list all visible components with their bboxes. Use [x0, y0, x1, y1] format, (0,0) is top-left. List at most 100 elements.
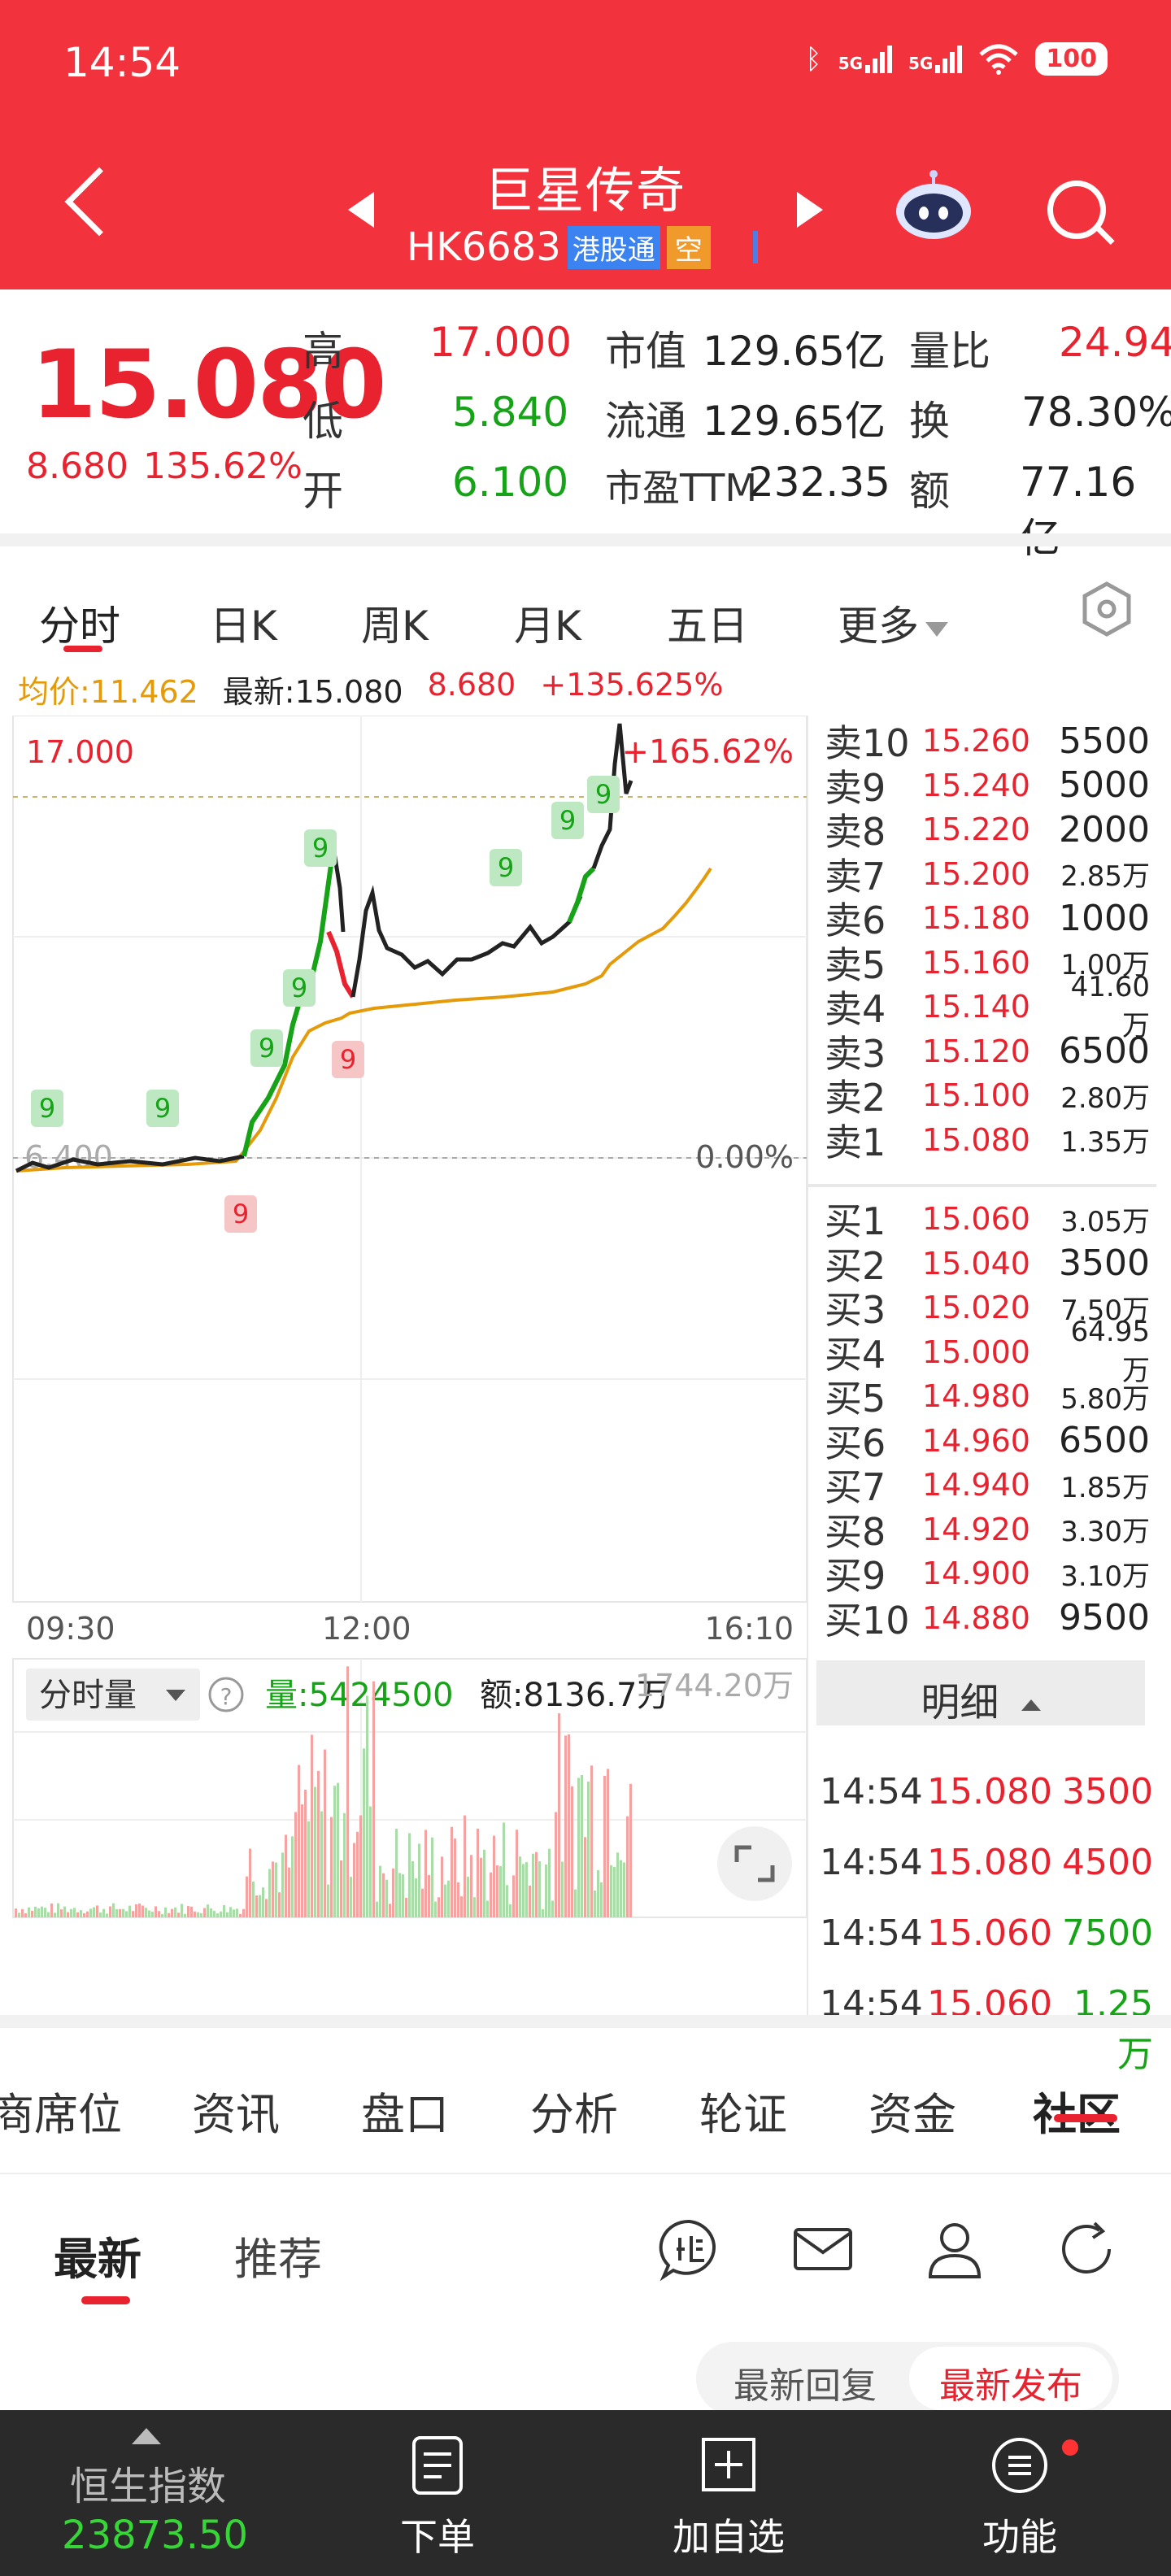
trade-price: 15.060 [927, 1912, 1052, 1954]
ask-level-row[interactable]: 卖10 15.260 5500 [825, 719, 1150, 766]
nav-functions[interactable]: 功能 [938, 2435, 1101, 2561]
ask-level-row[interactable]: 卖4 15.140 41.60万 [825, 971, 1150, 1042]
prev-stock-button[interactable] [348, 192, 374, 228]
volume-bar [460, 1896, 463, 1917]
refresh-icon[interactable] [1054, 2217, 1119, 2282]
bid-level-row[interactable]: 买10 14.880 9500 [825, 1596, 1150, 1643]
tab-capital[interactable]: 资金 [868, 2089, 956, 2140]
bid-level-row[interactable]: 买6 14.960 6500 [825, 1419, 1150, 1465]
volume-bar [44, 1908, 46, 1917]
tab-weekly-k[interactable]: 周K [361, 603, 429, 650]
mail-icon[interactable] [790, 2217, 855, 2282]
signal-marker[interactable]: 9 [587, 776, 620, 813]
bid-level-row[interactable]: 买8 14.920 3.30万 [825, 1508, 1150, 1554]
signal-marker[interactable]: 9 [250, 1029, 283, 1067]
ask-level-row[interactable]: 卖3 15.120 6500 [825, 1029, 1150, 1076]
volume-bar [15, 1908, 17, 1917]
signal-marker[interactable]: 9 [283, 969, 316, 1007]
intraday-chart[interactable]: 17.000 +165.62% 6.400 0.00% 9 9 9 9 9 9 … [0, 716, 813, 2017]
user-icon[interactable] [922, 2217, 987, 2282]
signal-marker[interactable]: 9 [31, 1090, 63, 1127]
chevron-up-icon[interactable] [132, 2428, 161, 2444]
tab-intraday[interactable]: 分时 [39, 603, 120, 650]
tab-recommend[interactable]: 推荐 [234, 2234, 322, 2285]
volume-bar [509, 1904, 511, 1917]
robot-assistant-icon[interactable] [893, 169, 974, 242]
ask-price: 15.100 [922, 1077, 1030, 1113]
volume-bar [480, 1857, 482, 1917]
settings-icon[interactable] [1078, 581, 1135, 637]
signal-marker[interactable]: 9 [304, 829, 337, 867]
trade-detail-row: 14:54 15.080 4500 [820, 1842, 1153, 1883]
volume-bar [67, 1912, 69, 1917]
chevron-up-icon [1021, 1699, 1041, 1711]
tab-latest[interactable]: 最新 [54, 2234, 141, 2285]
post-icon[interactable] [657, 2217, 722, 2282]
expand-icon[interactable] [717, 1826, 792, 1901]
sort-latest-publish[interactable]: 最新发布 [909, 2347, 1112, 2410]
tab-community[interactable]: 社区 [1033, 2078, 1121, 2143]
volume-bar [99, 1912, 102, 1917]
bid-level-row[interactable]: 买7 14.940 1.85万 [825, 1463, 1150, 1509]
tab-daily-k[interactable]: 日K [210, 603, 277, 650]
bid-level-row[interactable]: 买2 15.040 3500 [825, 1242, 1150, 1288]
tab-broker-seats[interactable]: 商席位 [0, 2089, 122, 2140]
bid-level-label: 买3 [825, 1288, 886, 1332]
back-button[interactable] [64, 167, 134, 237]
signal-marker[interactable]: 9 [332, 1041, 364, 1078]
volume-bar [145, 1908, 147, 1917]
volume-bar [115, 1908, 118, 1917]
bid-level-row[interactable]: 买3 15.020 7.50万 [825, 1286, 1150, 1332]
active-tab-indicator [81, 2296, 130, 2304]
ask-level-row[interactable]: 卖1 15.080 1.35万 [825, 1118, 1150, 1164]
ask-level-row[interactable]: 卖7 15.200 2.85万 [825, 852, 1150, 899]
next-stock-button[interactable] [797, 192, 823, 228]
volume-bar [125, 1911, 128, 1917]
ask-level-row[interactable]: 卖2 15.100 2.80万 [825, 1073, 1150, 1120]
tab-monthly-k[interactable]: 月K [514, 603, 581, 650]
signal-marker[interactable]: 9 [551, 802, 584, 839]
ask-level-row[interactable]: 卖8 15.220 2000 [825, 807, 1150, 855]
tab-news[interactable]: 资讯 [192, 2089, 280, 2140]
volume-bar [574, 1889, 577, 1917]
search-icon[interactable] [1047, 181, 1115, 246]
volume-bar [207, 1904, 209, 1917]
bid-level-label: 买7 [825, 1465, 886, 1509]
tab-warrants[interactable]: 轮证 [699, 2089, 787, 2140]
svg-text:9: 9 [39, 1093, 55, 1124]
tab-more[interactable]: 更多 [838, 594, 948, 652]
help-icon[interactable] [208, 1677, 244, 1712]
tab-five-day[interactable]: 五日 [667, 603, 748, 650]
signal-marker[interactable]: 9 [146, 1090, 179, 1127]
info-tabs: 商席位 资讯 盘口 分析 轮证 资金 社区 [0, 2028, 1171, 2174]
ask-price: 15.080 [922, 1121, 1030, 1158]
volume-bar [272, 1861, 274, 1917]
volume-bar [34, 1906, 37, 1917]
signal-marker[interactable]: 9 [224, 1195, 257, 1233]
volume-bar [402, 1874, 404, 1917]
bid-level-row[interactable]: 买1 15.060 3.05万 [825, 1197, 1150, 1243]
volume-bar [395, 1828, 398, 1917]
tab-order-flow[interactable]: 盘口 [361, 2089, 449, 2140]
bid-level-row[interactable]: 买5 14.980 5.80万 [825, 1374, 1150, 1421]
index-value[interactable]: 23873.50 [62, 2513, 249, 2558]
nav-add-watchlist[interactable]: 加自选 [647, 2435, 810, 2561]
bid-level-row[interactable]: 买4 15.000 64.95万 [825, 1316, 1150, 1387]
volume-bar [190, 1906, 193, 1917]
bid-level-row[interactable]: 买9 14.900 3.10万 [825, 1551, 1150, 1598]
volume-bar [600, 1882, 603, 1917]
volume-bar [249, 1848, 251, 1917]
nav-order[interactable]: 下单 [356, 2435, 519, 2561]
sort-latest-reply[interactable]: 最新回复 [734, 2365, 877, 2407]
ask-level-label: 卖2 [825, 1076, 886, 1120]
index-name[interactable]: 恒生指数 [70, 2464, 227, 2509]
tab-analysis[interactable]: 分析 [530, 2089, 618, 2140]
ask-level-row[interactable]: 卖6 15.180 1000 [825, 896, 1150, 943]
vol-dropdown[interactable] [26, 1669, 200, 1721]
signal-marker[interactable]: 9 [490, 849, 522, 886]
volume-bar [577, 1778, 580, 1917]
bluetooth-icon: ᛒ [805, 42, 822, 76]
ask-level-row[interactable]: 卖5 15.160 1.00万 [825, 941, 1150, 987]
detail-tab[interactable]: 明细 [816, 1660, 1145, 1725]
ask-level-row[interactable]: 卖9 15.240 5000 [825, 764, 1150, 810]
